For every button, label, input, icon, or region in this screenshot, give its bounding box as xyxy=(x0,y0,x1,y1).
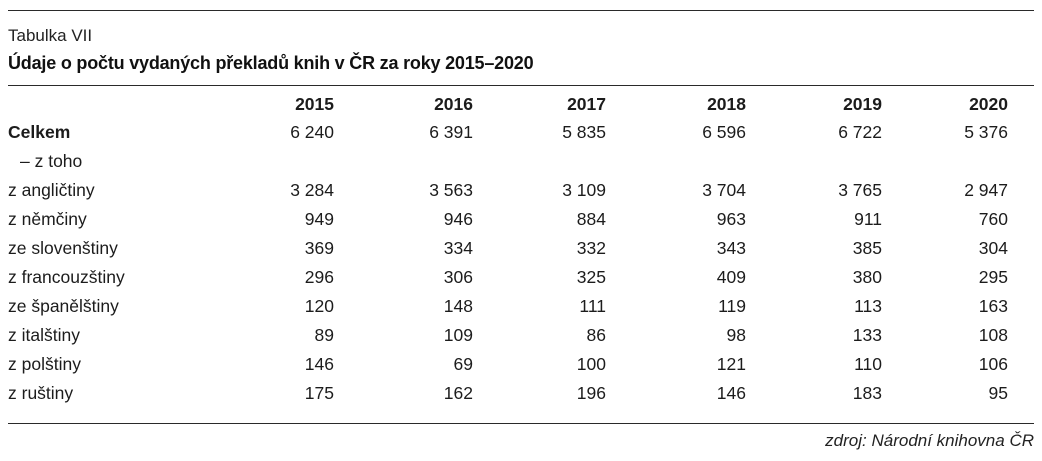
year-header: 2016 xyxy=(434,94,473,114)
cell-value: 69 xyxy=(453,354,473,374)
cell-value: 121 xyxy=(716,354,746,374)
cell-value: 6 240 xyxy=(290,122,334,142)
cell-value: 146 xyxy=(304,354,334,374)
top-rule xyxy=(8,10,1034,11)
table-row: z ruštiny 175 162 196 146 183 95 xyxy=(8,379,1008,408)
cell-value: 949 xyxy=(304,209,334,229)
cell-value: 89 xyxy=(314,325,334,345)
cell-value: 119 xyxy=(718,296,746,316)
year-header: 2020 xyxy=(969,94,1008,114)
cell-value: 86 xyxy=(586,325,606,345)
table-row: z angličtiny 3 284 3 563 3 109 3 704 3 7… xyxy=(8,176,1008,205)
label-column-header xyxy=(8,90,208,118)
row-label: Celkem xyxy=(8,122,71,142)
cell-value: 884 xyxy=(576,209,606,229)
cell-value: 6 722 xyxy=(838,122,882,142)
cell-value: 196 xyxy=(576,383,606,403)
cell-value: 108 xyxy=(978,325,1008,345)
cell-value: 113 xyxy=(854,296,882,316)
year-header: 2019 xyxy=(843,94,882,114)
row-label: z angličtiny xyxy=(8,180,95,200)
cell-value: 911 xyxy=(854,209,882,229)
cell-value: 946 xyxy=(443,209,473,229)
row-label: z italštiny xyxy=(8,325,80,345)
cell-value: 133 xyxy=(852,325,882,345)
source-note: zdroj: Národní knihovna ČR xyxy=(825,431,1034,450)
cell-value: 110 xyxy=(854,354,882,374)
cell-value: 304 xyxy=(978,238,1008,258)
year-header: 2018 xyxy=(707,94,746,114)
table-title: Údaje o počtu vydaných překladů knih v Č… xyxy=(8,53,534,73)
cell-value: 3 704 xyxy=(702,180,746,200)
cell-value: 296 xyxy=(304,267,334,287)
row-label: z polštiny xyxy=(8,354,81,374)
cell-value: 963 xyxy=(716,209,746,229)
cell-value: 2 947 xyxy=(964,180,1008,200)
row-label: ze španělštiny xyxy=(8,296,119,316)
year-header: 2015 xyxy=(295,94,334,114)
cell-value: 148 xyxy=(443,296,473,316)
table-row: z němčiny 949 946 884 963 911 760 xyxy=(8,205,1008,234)
cell-value: 409 xyxy=(716,267,746,287)
header-rule xyxy=(8,85,1034,86)
cell-value: 163 xyxy=(978,296,1008,316)
table-number: Tabulka VII xyxy=(8,26,93,45)
table-row: ze španělštiny 120 148 111 119 113 163 xyxy=(8,292,1008,321)
cell-value: 146 xyxy=(716,383,746,403)
cell-value: 95 xyxy=(988,383,1008,403)
bottom-rule xyxy=(8,423,1034,424)
cell-value: 109 xyxy=(443,325,473,345)
cell-value: 175 xyxy=(304,383,334,403)
cell-value: 334 xyxy=(443,238,473,258)
total-row: Celkem 6 240 6 391 5 835 6 596 6 722 5 3… xyxy=(8,118,1008,147)
cell-value: 385 xyxy=(852,238,882,258)
cell-value: 3 563 xyxy=(429,180,473,200)
row-label: z francouzštiny xyxy=(8,267,125,287)
cell-value: 162 xyxy=(443,383,473,403)
cell-value: 380 xyxy=(852,267,882,287)
table-row: z francouzštiny 296 306 325 409 380 295 xyxy=(8,263,1008,292)
cell-value: 6 596 xyxy=(702,122,746,142)
header-row: 2015 2016 2017 2018 2019 2020 xyxy=(8,90,1008,118)
cell-value: 98 xyxy=(726,325,746,345)
cell-value: 343 xyxy=(716,238,746,258)
table-row: z italštiny 89 109 86 98 133 108 xyxy=(8,321,1008,350)
cell-value: 760 xyxy=(978,209,1008,229)
row-label: z němčiny xyxy=(8,209,87,229)
cell-value: 369 xyxy=(304,238,334,258)
subheading-label: – z toho xyxy=(20,151,83,171)
cell-value: 306 xyxy=(443,267,473,287)
table-row: ze slovenštiny 369 334 332 343 385 304 xyxy=(8,234,1008,263)
cell-value: 183 xyxy=(852,383,882,403)
cell-value: 6 391 xyxy=(429,122,473,142)
cell-value: 3 284 xyxy=(290,180,334,200)
cell-value: 332 xyxy=(576,238,606,258)
cell-value: 295 xyxy=(978,267,1008,287)
cell-value: 3 109 xyxy=(562,180,606,200)
cell-value: 120 xyxy=(304,296,334,316)
cell-value: 100 xyxy=(576,354,606,374)
row-label: z ruštiny xyxy=(8,383,74,403)
translations-table: 2015 2016 2017 2018 2019 2020 Celkem 6 2… xyxy=(8,90,1008,408)
cell-value: 111 xyxy=(579,296,606,316)
row-label: ze slovenštiny xyxy=(8,238,118,258)
cell-value: 5 835 xyxy=(562,122,606,142)
subheading-row: – z toho xyxy=(8,147,1008,176)
cell-value: 5 376 xyxy=(964,122,1008,142)
cell-value: 3 765 xyxy=(838,180,882,200)
year-header: 2017 xyxy=(567,94,606,114)
table-row: z polštiny 146 69 100 121 110 106 xyxy=(8,350,1008,379)
cell-value: 106 xyxy=(978,354,1008,374)
cell-value: 325 xyxy=(576,267,606,287)
